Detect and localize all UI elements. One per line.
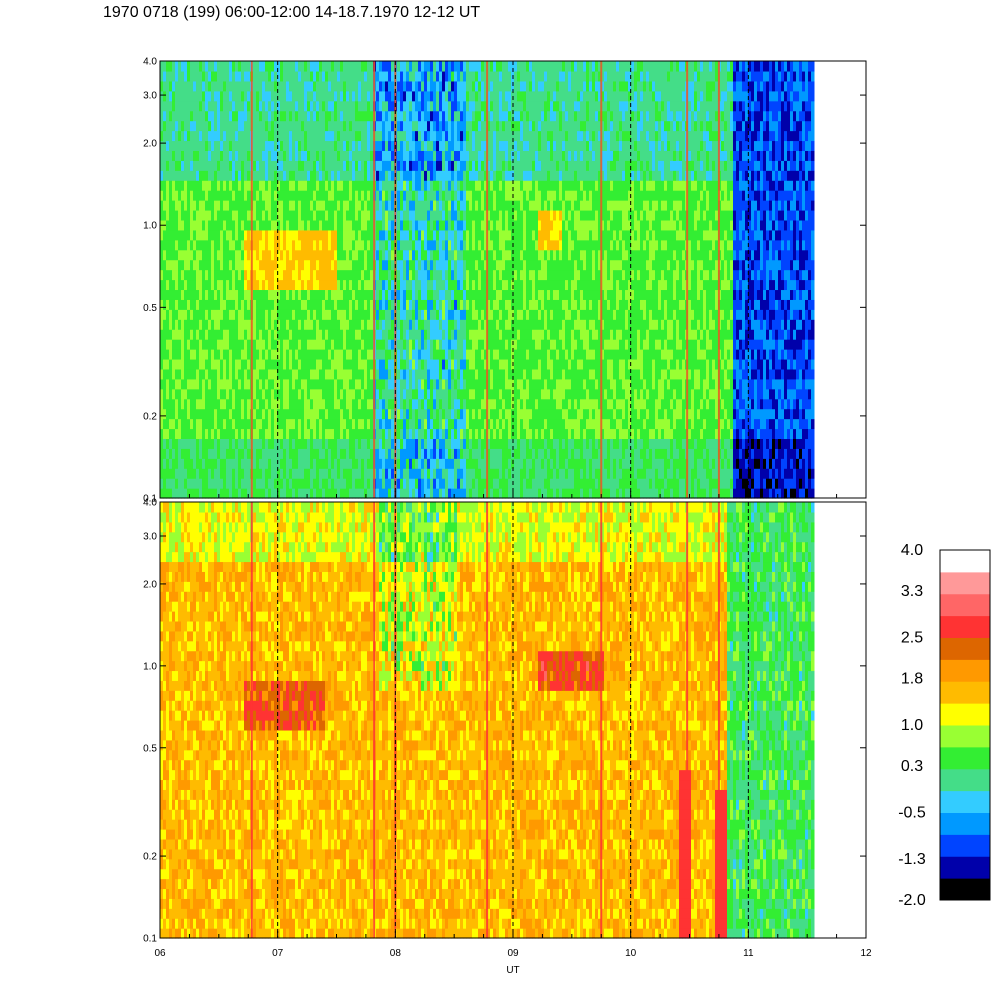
colorbar-swatch [940, 637, 990, 660]
y-tick-label: 4.0 [143, 57, 157, 68]
y-tick-label: 4.0 [143, 498, 157, 509]
x-axis-label: UT [506, 965, 519, 976]
y-tick-label: 2.0 [143, 579, 157, 590]
colorbar-swatch [940, 768, 990, 792]
y-tick-label: 3.0 [143, 532, 157, 543]
x-tick-label: 10 [625, 948, 637, 959]
x-tick-label: 09 [507, 948, 519, 959]
y-tick-label: 0.2 [143, 852, 157, 863]
x-tick-label: 12 [860, 948, 872, 959]
colorbar-label: 4.0 [901, 542, 923, 559]
y-tick-label: 0.5 [143, 743, 157, 754]
y-tick-label: 0.1 [143, 934, 157, 945]
colorbar-swatch [940, 703, 990, 726]
colorbar-swatch [940, 812, 990, 835]
colorbar-swatch [940, 681, 990, 704]
colorbar-label: 0.3 [901, 758, 923, 775]
colorbar-swatch [940, 878, 990, 901]
y-tick-label: 1.0 [143, 661, 157, 672]
top-panel: 0.1 0.2 0.5 1.0 2.0 3.0 4.0 [143, 57, 867, 505]
colorbar-label: 2.5 [901, 630, 923, 647]
colorbar-swatch [940, 571, 990, 595]
y-tick-label: 3.0 [143, 91, 157, 102]
colorbar-label: 1.8 [901, 670, 923, 687]
y-tick-label: 0.2 [143, 411, 157, 422]
chart-title: 1970 0718 (199) 06:00-12:00 14-18.7.1970… [103, 4, 481, 21]
colorbar-label: -1.3 [898, 851, 926, 868]
colorbar-swatch [940, 834, 990, 857]
y-tick-label: 2.0 [143, 139, 157, 150]
y-tick-label: 0.1 [143, 494, 157, 505]
heatmap-cells [160, 502, 815, 939]
colorbar-label: -0.5 [898, 805, 926, 822]
colorbar-swatch [940, 593, 990, 617]
colorbar-label: 3.3 [901, 583, 923, 600]
colorbar-swatch [940, 856, 990, 879]
colorbar-frame [939, 549, 991, 901]
colorbar-swatch [940, 659, 990, 682]
colorbar-label: 1.0 [901, 717, 923, 734]
x-tick-label: 06 [154, 948, 166, 959]
colorbar-swatch [940, 725, 990, 748]
colorbar-swatch [940, 746, 990, 770]
x-tick-label: 08 [390, 948, 402, 959]
bottom-panel: 0.1 0.2 0.5 1.0 2.0 3.0 4.0 06 07 08 09 10 11 12 UT [143, 498, 872, 977]
colorbar-swatch [940, 790, 990, 813]
colorbar-swatch [940, 615, 990, 638]
colorbar: 4.0 3.3 2.5 1.8 1.0 0.3 -0.5 -1.3 -2.0 [898, 542, 991, 909]
colorbar-label: -2.0 [898, 892, 926, 909]
x-tick-label: 11 [743, 948, 754, 959]
x-tick-label: 07 [272, 948, 284, 959]
colorbar-swatch [940, 550, 990, 573]
y-tick-label: 1.0 [143, 221, 157, 232]
y-tick-label: 0.5 [143, 303, 157, 314]
